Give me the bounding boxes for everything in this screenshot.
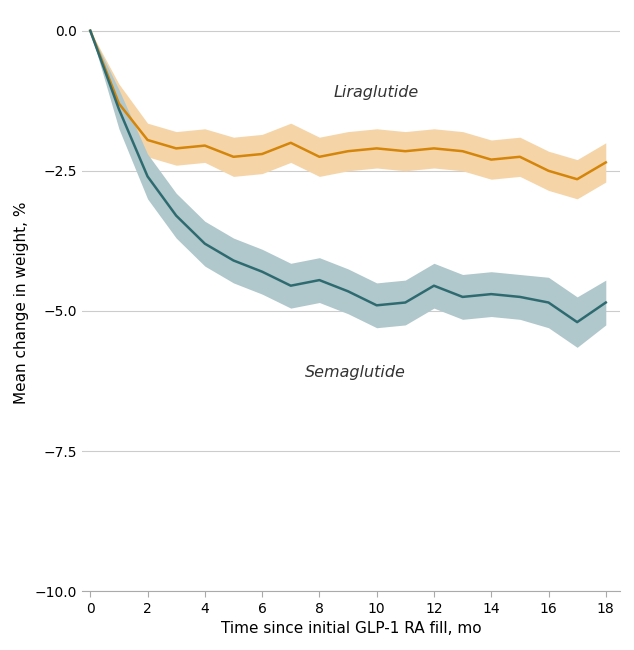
Text: Liraglutide: Liraglutide bbox=[333, 85, 419, 100]
Y-axis label: Mean change in weight, %: Mean change in weight, % bbox=[14, 202, 29, 404]
X-axis label: Time since initial GLP-1 RA fill, mo: Time since initial GLP-1 RA fill, mo bbox=[221, 621, 481, 636]
Text: Semaglutide: Semaglutide bbox=[305, 365, 406, 380]
